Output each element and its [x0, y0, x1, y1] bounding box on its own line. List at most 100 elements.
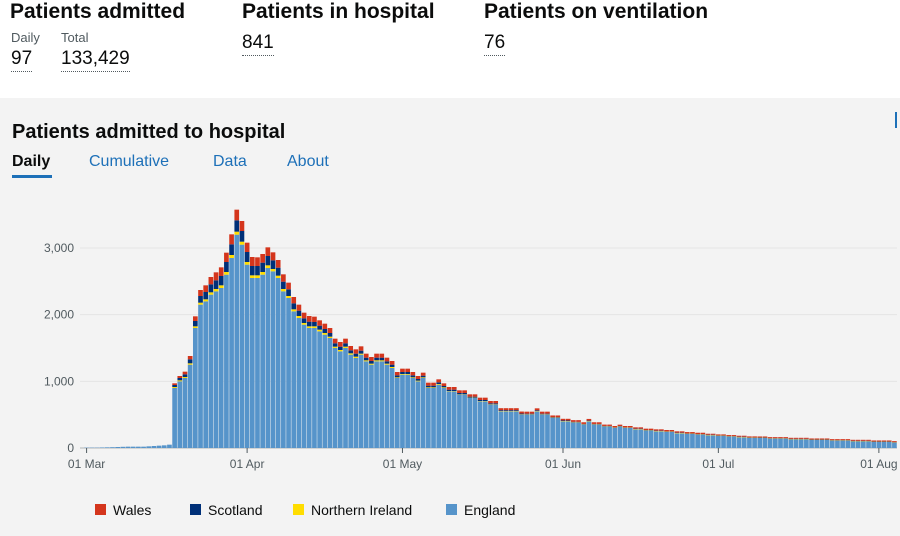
bar-wales	[172, 383, 177, 385]
bar-wales	[710, 433, 716, 435]
bar-wales	[571, 420, 576, 422]
bar-scotland	[187, 359, 193, 364]
bar-scotland	[565, 420, 571, 421]
bar-wales	[892, 441, 897, 443]
bar-wales	[312, 316, 317, 322]
bar-scotland	[571, 421, 576, 423]
bar-england	[612, 428, 618, 448]
bar-england	[653, 431, 659, 448]
bar-scotland	[208, 284, 214, 293]
tab-about[interactable]: About	[287, 153, 329, 170]
bar-wales	[861, 439, 866, 441]
bar-england	[778, 438, 783, 448]
bar-wales	[747, 436, 752, 438]
bar-scotland	[353, 353, 359, 357]
bar-england	[783, 438, 789, 448]
bar-england	[379, 361, 385, 448]
bar-wales	[876, 440, 882, 442]
bar-england	[332, 348, 338, 448]
bar-scotland	[312, 322, 317, 327]
bar-england	[798, 439, 804, 448]
bar-wales	[275, 260, 281, 268]
bar-wales	[617, 424, 623, 426]
bar-england	[814, 440, 820, 448]
bar-wales	[296, 304, 302, 311]
admitted-total: Total 133,429	[61, 30, 130, 72]
bar-wales	[482, 397, 488, 400]
bar-scotland	[436, 382, 442, 384]
bar-england	[343, 348, 348, 448]
legend-label: England	[464, 502, 515, 518]
bar-wales	[348, 346, 354, 351]
tab-cumulative[interactable]: Cumulative	[89, 153, 170, 170]
bar-scotland	[265, 256, 271, 266]
x-tick-label: 01 Mar	[68, 457, 105, 471]
bar-wales	[550, 415, 555, 418]
bar-scotland	[296, 310, 302, 316]
bar-wales	[249, 257, 255, 266]
bar-northern-ireland	[436, 384, 442, 385]
bar-england	[809, 440, 814, 448]
total-value[interactable]: 133,429	[61, 48, 130, 72]
bar-wales	[736, 435, 742, 437]
bar-wales	[752, 436, 757, 438]
x-tick-label: 01 Jul	[702, 457, 734, 471]
bar-scotland	[244, 252, 250, 262]
bar-scotland	[451, 389, 457, 391]
bar-northern-ireland	[291, 309, 297, 312]
bar-northern-ireland	[332, 346, 338, 348]
bar-scotland	[348, 350, 354, 354]
bar-wales	[726, 435, 732, 437]
ventilation-value[interactable]: 76	[484, 32, 506, 56]
bar-scotland	[172, 385, 177, 387]
tab-data[interactable]: Data	[213, 153, 247, 170]
bar-scotland	[394, 375, 400, 378]
bar-wales	[741, 435, 747, 437]
bar-england	[602, 426, 607, 448]
bar-wales	[498, 408, 504, 411]
bar-england	[560, 421, 566, 448]
bar-scotland	[363, 357, 369, 361]
bar-scotland	[560, 420, 566, 421]
bar-wales	[690, 432, 695, 434]
metric-patients-on-ventilation: Patients on ventilation 76	[484, 0, 708, 56]
bar-england	[467, 398, 473, 448]
bar-england	[731, 436, 737, 448]
bar-scotland	[229, 244, 234, 255]
bar-northern-ireland	[182, 377, 188, 378]
bar-england	[441, 388, 447, 448]
bar-wales	[684, 432, 690, 434]
bar-wales	[679, 431, 685, 433]
bar-wales	[192, 316, 198, 321]
bar-wales	[529, 411, 535, 414]
bar-scotland	[301, 318, 307, 323]
bar-northern-ireland	[249, 275, 255, 278]
bar-england	[804, 439, 809, 448]
bar-wales	[436, 379, 442, 383]
bar-england	[146, 446, 152, 448]
bar-northern-ireland	[441, 387, 447, 388]
in-hospital-value[interactable]: 841	[242, 32, 274, 56]
bar-england	[270, 271, 276, 448]
bar-england	[426, 388, 431, 448]
bar-northern-ireland	[353, 356, 359, 358]
bar-wales	[405, 368, 410, 372]
bar-northern-ireland	[379, 360, 385, 362]
bar-wales	[648, 428, 654, 430]
bar-wales	[653, 429, 659, 431]
bar-scotland	[286, 289, 291, 296]
bar-england	[855, 441, 861, 448]
bar-wales	[286, 282, 291, 290]
bar-wales	[182, 371, 188, 375]
bar-scotland	[545, 413, 550, 415]
daily-value[interactable]: 97	[11, 48, 33, 72]
bar-england	[824, 440, 830, 448]
tab-daily[interactable]: Daily	[12, 153, 51, 170]
active-tab-underline	[12, 175, 52, 178]
bar-scotland	[555, 417, 561, 418]
bar-wales	[301, 312, 307, 319]
bar-england	[622, 428, 628, 448]
bar-england	[741, 437, 747, 448]
bar-england	[700, 434, 706, 448]
bar-england	[410, 378, 416, 448]
